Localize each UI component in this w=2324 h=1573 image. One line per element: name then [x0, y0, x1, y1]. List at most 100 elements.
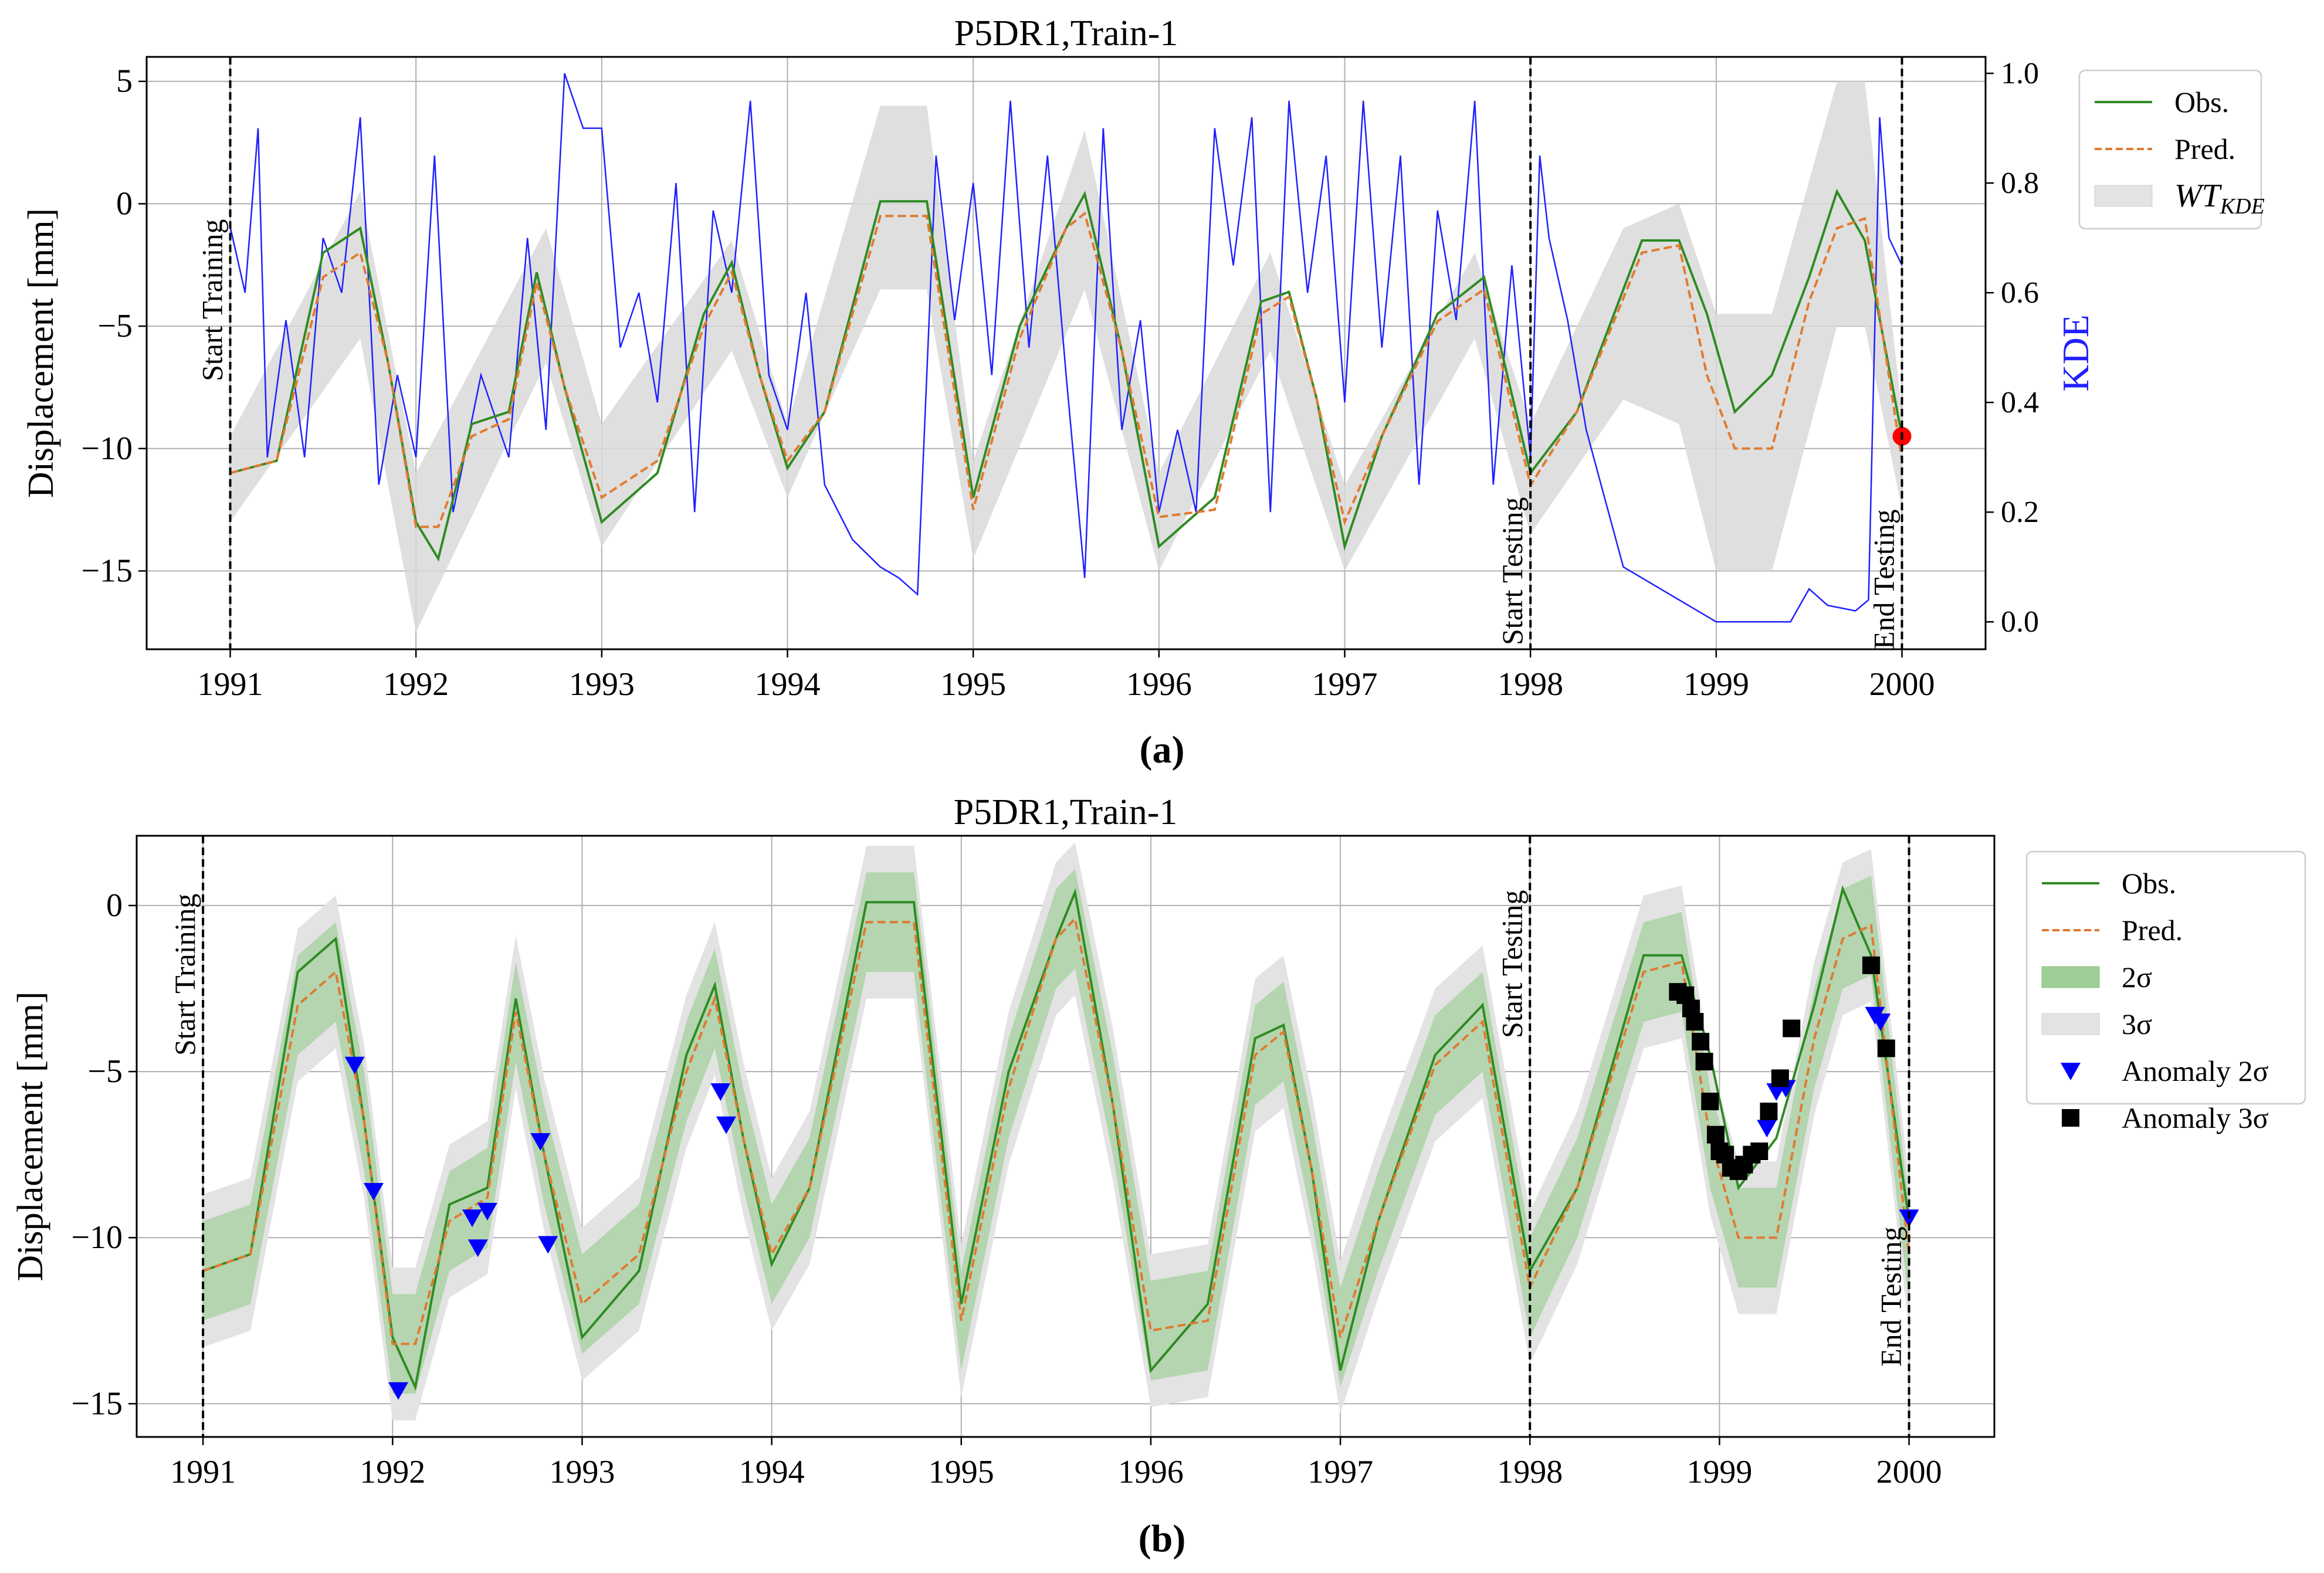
chart-title: P5DR1,Train-1 — [954, 13, 1178, 53]
anomaly-3sigma-marker — [1877, 1039, 1895, 1057]
wt-kde-band — [230, 81, 1902, 632]
anomaly-3sigma-marker — [1760, 1103, 1778, 1121]
x-tick-label: 2000 — [1869, 666, 1935, 703]
panel-b: Start Training Start Testing End Testing 19… — [11, 792, 2306, 1560]
anomaly-2sigma-marker — [477, 1202, 497, 1221]
anomaly-2sigma-marker — [538, 1236, 558, 1254]
x-tick-label: 1996 — [1118, 1454, 1184, 1490]
legend-square-swatch — [2062, 1109, 2079, 1127]
legend-label: Anomaly 2σ — [2122, 1055, 2269, 1087]
legend-label: Pred. — [2122, 914, 2183, 947]
x-tick-label: 1998 — [1497, 1454, 1563, 1490]
y2-axis-label: KDE — [2055, 314, 2096, 392]
x-tick-label: 1999 — [1683, 666, 1749, 703]
y2-tick-label: 0.8 — [2001, 167, 2039, 200]
anomaly-2sigma-marker — [716, 1116, 737, 1134]
y2-tick-label: 0.6 — [2001, 276, 2039, 310]
x-tick-label: 1993 — [569, 666, 635, 703]
x-tick-label: 1998 — [1498, 666, 1563, 703]
anomaly-3sigma-marker — [1701, 1093, 1719, 1111]
x-tick-label: 1991 — [170, 1454, 236, 1490]
y-tick-label: −5 — [87, 1053, 123, 1090]
legend-label: Obs. — [2122, 867, 2176, 900]
x-tick-label: 1995 — [929, 1454, 994, 1490]
y-tick-label: 5 — [116, 63, 133, 100]
legend-box — [2025, 850, 2306, 1105]
vline-label: Start Training — [168, 894, 201, 1056]
x-tick-label: 1994 — [755, 666, 821, 703]
y-axis-label: Displacement [mm] — [21, 208, 61, 498]
anomaly-3sigma-marker — [1692, 1033, 1710, 1051]
y-tick-label: 0 — [116, 185, 133, 222]
kde-line — [229, 73, 1903, 623]
anomaly-2sigma-marker — [1757, 1120, 1777, 1138]
anomaly-3sigma-marker — [1771, 1069, 1789, 1087]
anomaly-2sigma-marker — [462, 1209, 482, 1228]
vline-label: End Testing — [1875, 1226, 1908, 1367]
chart-title: P5DR1,Train-1 — [954, 792, 1178, 832]
legend-grey-swatch — [2094, 185, 2153, 207]
axes-frame — [135, 835, 1996, 1438]
panel-a: 1.0 0.8 0.6 0.4 0.2 0.0 KDE Start Training Start… — [21, 13, 2265, 771]
y2-tick-label: 0.2 — [2001, 496, 2039, 529]
pred-line — [202, 916, 1910, 1345]
anomaly-2sigma-marker — [530, 1133, 551, 1151]
legend-subscript: KDE — [2220, 194, 2265, 219]
legend-label: 3σ — [2122, 1008, 2152, 1040]
anomaly-3sigma-marker — [1706, 1125, 1725, 1144]
legend-label: Obs. — [2174, 86, 2229, 118]
anomaly-2sigma-marker — [388, 1382, 408, 1400]
vline-label: Start Training — [196, 219, 229, 381]
x-tick-label: 1991 — [198, 666, 263, 703]
vline-label: End Testing — [1868, 509, 1900, 649]
y-tick-label: −10 — [71, 1219, 123, 1256]
x-tick-label: 1996 — [1126, 666, 1192, 703]
x-tick-label: 1992 — [360, 1454, 425, 1490]
plot-area — [202, 842, 1910, 1421]
panel-label: (b) — [1139, 1517, 1186, 1560]
anomaly-3sigma-marker — [1686, 1013, 1704, 1031]
y-axis-label: Displacement [mm] — [11, 991, 50, 1281]
anomaly-3sigma-marker — [1750, 1142, 1769, 1160]
y2-tick-label: 1.0 — [2001, 57, 2039, 90]
y-tick-label: −15 — [81, 552, 133, 589]
anomaly-3sigma-marker — [1862, 956, 1880, 974]
vline-label: Start Testing — [1496, 497, 1529, 645]
x-tick-label: 2000 — [1876, 1454, 1942, 1490]
legend-label: 2σ — [2122, 961, 2152, 994]
x-tick-label: 1992 — [383, 666, 449, 703]
anomaly-3sigma-marker — [1783, 1019, 1801, 1038]
panel-label: (a) — [1140, 728, 1185, 771]
legend-grey-swatch — [2041, 1013, 2100, 1035]
plot-area — [229, 73, 1903, 632]
y-tick-label: −5 — [97, 308, 133, 344]
x-tick-label: 1994 — [739, 1454, 805, 1490]
anomaly-2sigma-marker — [1871, 1013, 1891, 1032]
legend-label: Pred. — [2174, 133, 2235, 165]
anomaly-2sigma-marker — [344, 1056, 365, 1074]
x-tick-label: 1995 — [940, 666, 1006, 703]
axes-frame — [145, 56, 1987, 650]
legend-label: Anomaly 3σ — [2122, 1101, 2269, 1134]
x-tick-label: 1993 — [549, 1454, 615, 1490]
anomaly-2sigma-marker — [467, 1239, 488, 1257]
legend: Obs.Pred.WTKDE — [2078, 69, 2265, 230]
vline-label: Start Testing — [1495, 890, 1528, 1038]
y2-tick-label: 0.4 — [2001, 386, 2039, 419]
legend-triangle-swatch — [2061, 1063, 2081, 1080]
legend: Obs. Pred. 2σ 3σ Anomaly 2σ Anomaly 3σ — [2025, 850, 2306, 1134]
x-tick-label: 1997 — [1307, 1454, 1373, 1490]
y2-tick-label: 0.0 — [2001, 605, 2039, 639]
y-tick-label: −10 — [81, 430, 133, 467]
sigma2-band — [203, 869, 1909, 1394]
pred-line — [229, 211, 1903, 528]
legend-green-swatch — [2041, 966, 2100, 988]
x-tick-label: 1997 — [1312, 666, 1378, 703]
y-tick-label: −15 — [71, 1385, 123, 1422]
x-tick-label: 1999 — [1686, 1454, 1752, 1490]
anomaly-2sigma-marker — [363, 1182, 384, 1201]
anomaly-2sigma-marker — [710, 1083, 731, 1101]
anomaly-3sigma-marker — [1695, 1053, 1713, 1071]
y-tick-label: 0 — [106, 887, 123, 924]
